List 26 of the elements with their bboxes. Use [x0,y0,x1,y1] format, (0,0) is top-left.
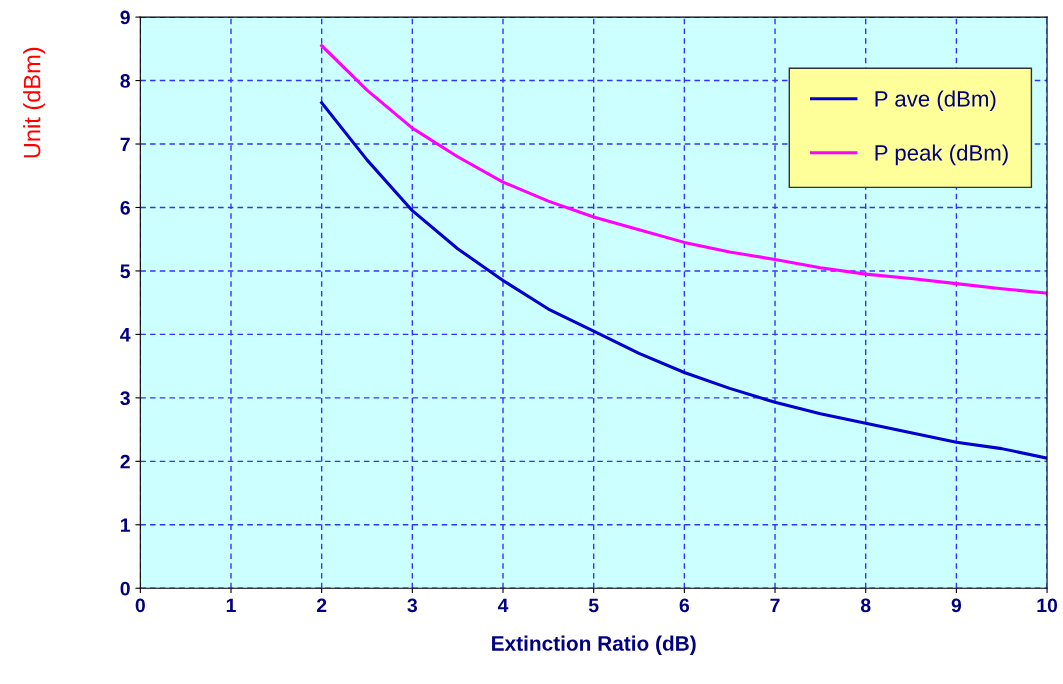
x-tick-label: 5 [588,598,599,613]
x-tick-label: 2 [316,598,327,613]
x-tick-label: 6 [679,598,690,613]
x-tick-label: 3 [407,598,418,613]
x-tick-label: 0 [135,598,145,613]
x-tick-label: 10 [1037,598,1058,613]
y-tick-label: 1 [121,518,131,532]
y-axis-title: Unit (dBm) [23,47,46,158]
x-tick-label: 8 [860,598,871,613]
y-tick-label: 8 [120,74,130,88]
x-axis-title: Extinction Ratio (dB) [492,635,696,655]
x-tick-label: 4 [497,598,509,613]
y-tick-label: 0 [120,581,130,596]
x-tick-label: 1 [226,598,236,613]
x-tick-label: 7 [770,598,780,613]
line-series [320,44,1048,295]
y-tick-label: 7 [120,137,130,152]
y-tick-label: 5 [120,264,131,279]
legend-label: P peak (dBm) [875,144,1008,166]
y-tick-label: 4 [120,328,131,342]
y-tick-label: 6 [120,200,130,215]
y-tick-label: 3 [120,391,130,406]
legend-label: P ave (dBm) [875,90,996,112]
y-tick-label: 2 [120,454,130,469]
x-tick-label: 9 [951,598,962,613]
y-tick-label: 9 [120,10,130,25]
